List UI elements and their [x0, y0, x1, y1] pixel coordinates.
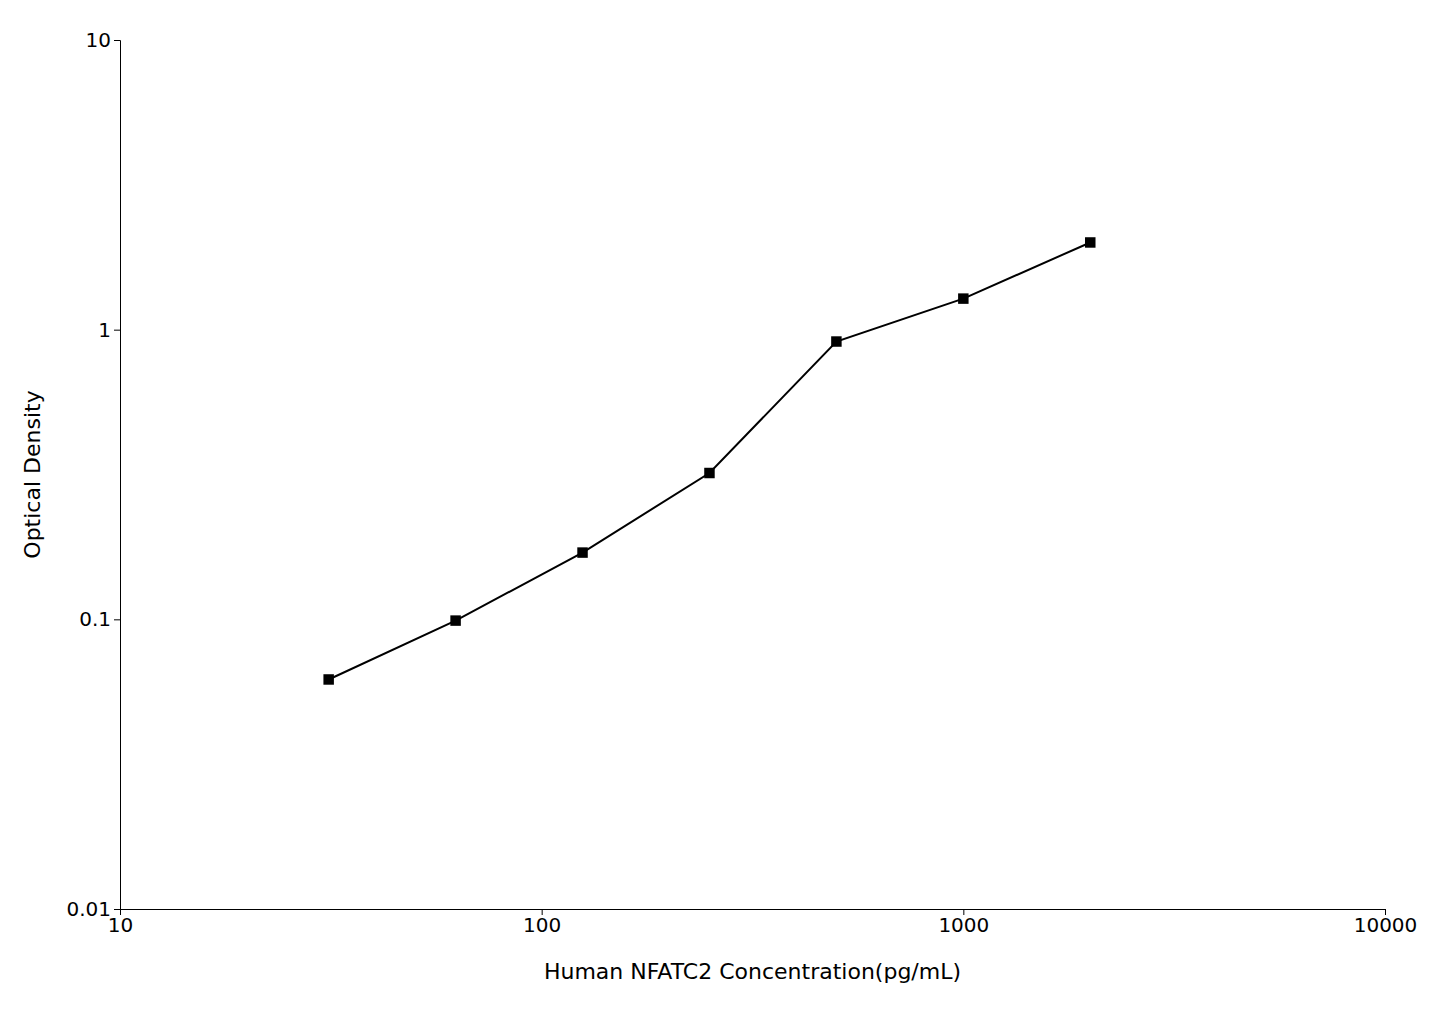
- tick-label: 1000: [938, 913, 989, 937]
- x-axis-tick: 100: [523, 909, 561, 937]
- y-axis-tick: 1: [98, 318, 120, 342]
- y-axis-title: Optical Density: [20, 390, 45, 558]
- marker: [577, 547, 587, 557]
- y-axis-line: [114, 41, 121, 910]
- tick-mark: [114, 40, 120, 41]
- marker: [1085, 237, 1095, 247]
- x-axis: 10 100 1000 10000: [108, 909, 1418, 937]
- tick-mark: [114, 619, 120, 620]
- tick-label: 10: [86, 28, 111, 52]
- tick-label: 10: [108, 913, 133, 937]
- tick-label: 10000: [1354, 913, 1418, 937]
- tick-label: 100: [523, 913, 561, 937]
- x-axis-tick: 10000: [1354, 909, 1418, 937]
- line: [329, 242, 1091, 679]
- chart: 10 100 1000 10000 0.01 0.1 1 10 Human NFATC2 Con…: [0, 0, 1445, 1009]
- x-axis-tick: 1000: [938, 909, 989, 937]
- y-axis-tick: 10: [86, 28, 120, 52]
- marker: [450, 615, 460, 625]
- tick-mark: [114, 330, 120, 331]
- tick-mark: [114, 909, 120, 910]
- series: [323, 237, 1095, 684]
- tick-label: 1: [98, 318, 111, 342]
- y-axis-tick: 0.01: [66, 897, 120, 921]
- marker: [323, 674, 333, 684]
- marker: [704, 468, 714, 478]
- marker: [831, 336, 841, 346]
- tick-label: 0.01: [66, 897, 111, 921]
- x-axis-title: Human NFATC2 Concentration(pg/mL): [544, 959, 961, 984]
- x-axis-tick: 10: [108, 909, 133, 937]
- y-axis-tick: 0.1: [79, 607, 120, 631]
- plot: 10 100 1000 10000 0.01 0.1 1 10: [66, 28, 1417, 937]
- marker: [958, 293, 968, 303]
- x-axis-line: [121, 910, 1386, 916]
- y-axis: 0.01 0.1 1 10: [66, 28, 120, 921]
- tick-label: 0.1: [79, 607, 111, 631]
